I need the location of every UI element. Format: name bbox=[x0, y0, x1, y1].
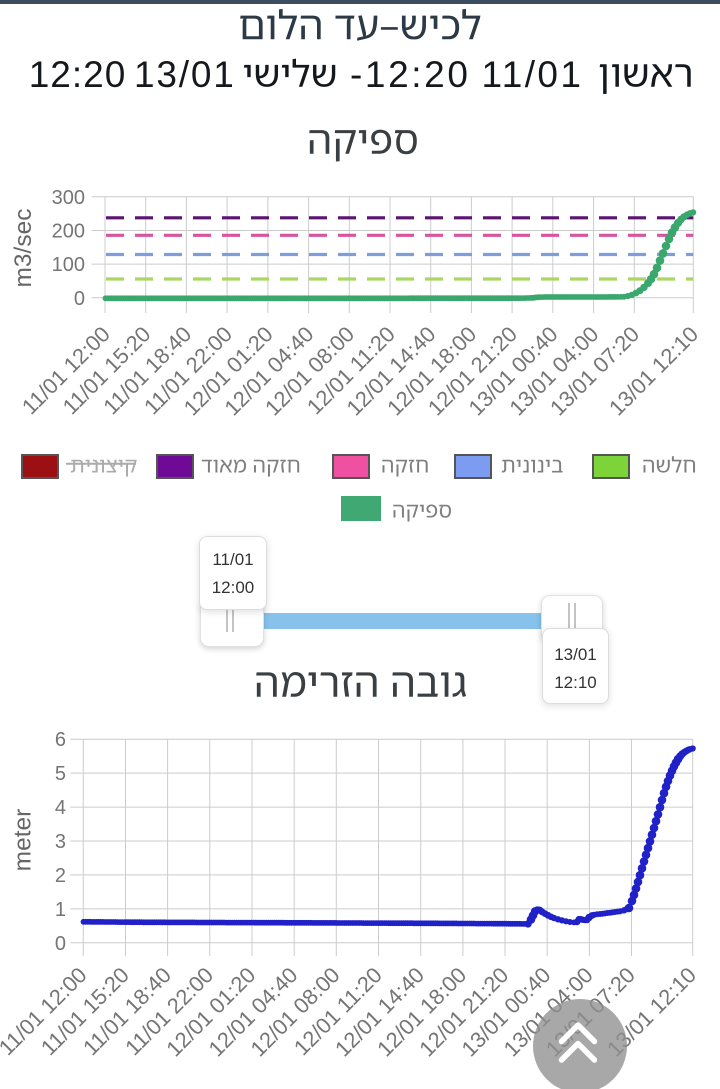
svg-text:100: 100 bbox=[52, 254, 85, 276]
svg-text:1: 1 bbox=[55, 899, 66, 921]
svg-text:0: 0 bbox=[55, 933, 66, 955]
svg-text:2: 2 bbox=[55, 865, 66, 887]
svg-text:300: 300 bbox=[52, 187, 85, 209]
svg-text:4: 4 bbox=[55, 797, 66, 819]
svg-text:-12:20: -12:20 bbox=[350, 54, 471, 95]
svg-text:5: 5 bbox=[55, 763, 66, 785]
svg-text:3: 3 bbox=[55, 831, 66, 853]
svg-text:m3/sec: m3/sec bbox=[10, 209, 37, 288]
svg-text:0: 0 bbox=[74, 288, 85, 310]
svg-text:12:20: 12:20 bbox=[29, 54, 127, 95]
svg-text:200: 200 bbox=[52, 221, 85, 243]
svg-text:meter: meter bbox=[10, 809, 37, 872]
svg-text:6: 6 bbox=[55, 729, 66, 751]
svg-text:13/01: 13/01 bbox=[134, 54, 236, 95]
svg-text:11/01: 11/01 bbox=[482, 54, 584, 95]
